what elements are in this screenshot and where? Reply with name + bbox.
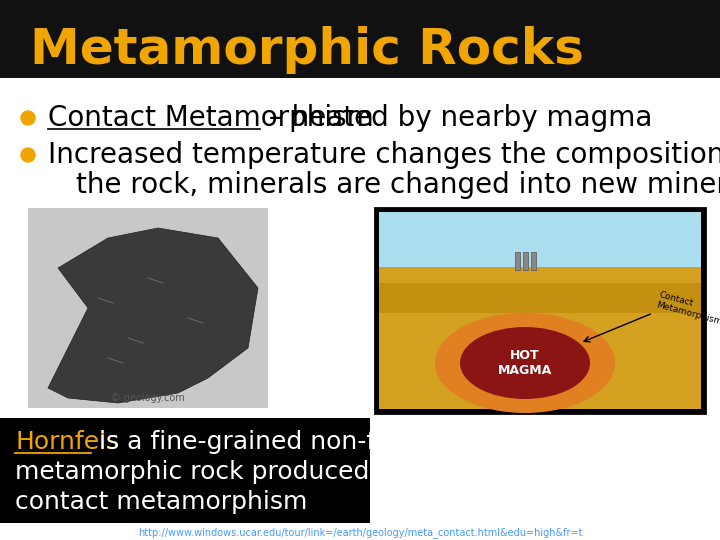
Bar [375,208,705,413]
Bar [0,0,720,78]
Bar [379,283,701,313]
Bar [515,252,520,270]
Bar [531,252,536,270]
Bar [0,418,370,523]
Polygon shape [48,228,258,403]
Bar [379,212,701,267]
Text: Increased temperature changes the composition of: Increased temperature changes the compos… [48,141,720,169]
Text: © geology.com: © geology.com [111,393,185,403]
Text: Metamorphic Rocks: Metamorphic Rocks [30,26,584,74]
Text: the rock, minerals are changed into new minerals: the rock, minerals are changed into new … [76,171,720,199]
Text: contact metamorphism: contact metamorphism [15,490,307,514]
Text: http://www.windows.ucar.edu/tour/link=/earth/geology/meta_contact.html&edu=high&: http://www.windows.ucar.edu/tour/link=/e… [138,528,582,538]
Bar [0,78,720,540]
Ellipse shape [435,313,615,413]
Text: is a fine-grained non-foliated: is a fine-grained non-foliated [91,430,461,454]
Text: – heated by nearby magma: – heated by nearby magma [260,104,652,132]
Bar [523,252,528,270]
Text: HOT
MAGMA: HOT MAGMA [498,349,552,377]
Text: Contact
Metamorphism: Contact Metamorphism [655,290,720,326]
Circle shape [21,148,35,162]
Bar [379,267,701,409]
Text: Hornfels: Hornfels [15,430,120,454]
Ellipse shape [460,327,590,399]
Bar [28,208,268,408]
Circle shape [21,111,35,125]
Text: Contact Metamorphism: Contact Metamorphism [48,104,374,132]
Text: metamorphic rock produced by: metamorphic rock produced by [15,460,408,484]
